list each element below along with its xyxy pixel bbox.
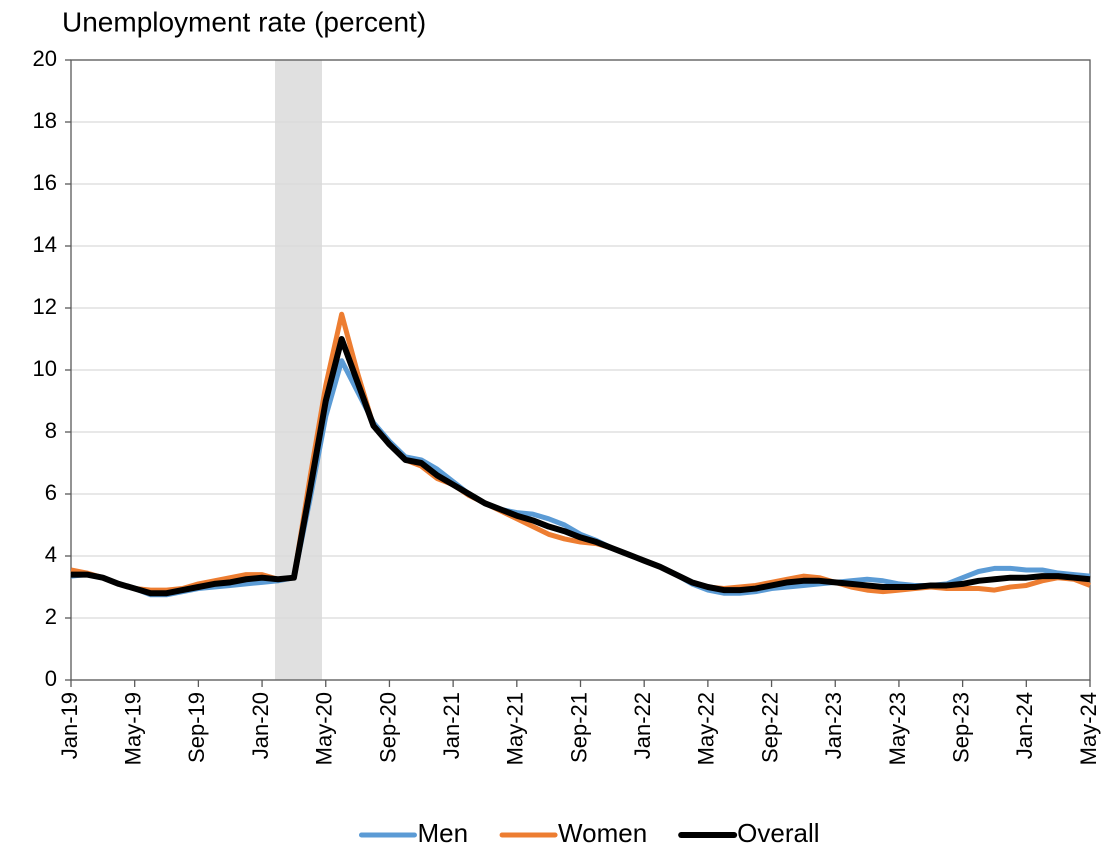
x-tick-label: Sep-21 [566,692,591,763]
legend-label: Overall [737,818,819,848]
x-tick-label: May-19 [121,692,146,765]
chart-title: Unemployment rate (percent) [62,6,426,37]
x-tick-label: Jan-20 [248,692,273,759]
x-tick-label: Sep-20 [375,692,400,763]
series-line [71,336,1091,597]
x-tick-label: Jan-24 [1012,692,1037,759]
y-tick-label: 16 [33,170,57,195]
y-tick-label: 6 [45,480,57,505]
series-line [70,358,1091,598]
series-line [70,311,1091,595]
x-tick-label: May-20 [312,692,337,765]
y-tick-label: 4 [45,542,57,567]
y-tick-label: 18 [33,108,57,133]
x-tick-label: Jan-22 [630,692,655,759]
y-tick-label: 14 [33,232,57,257]
x-tick-label: Sep-19 [184,692,209,763]
y-tick-label: 12 [33,294,57,319]
y-tick-label: 10 [33,356,57,381]
x-tick-label: May-23 [885,692,910,765]
x-tick-label: May-24 [1076,692,1101,765]
y-tick-label: 8 [45,418,57,443]
x-tick-label: Sep-23 [948,692,973,763]
x-tick-label: May-22 [694,692,719,765]
legend-label: Women [558,818,647,848]
y-tick-label: 0 [45,666,57,691]
y-tick-label: 20 [33,46,57,71]
x-tick-label: Jan-21 [439,692,464,759]
y-tick-label: 2 [45,604,57,629]
x-tick-label: Jan-19 [57,692,82,759]
legend: Men Women Overall [358,818,820,848]
x-tick-label: Sep-22 [757,692,782,763]
x-tick-label: May-21 [503,692,528,765]
x-tick-label: Jan-23 [821,692,846,759]
legend-label: Men [417,818,468,848]
